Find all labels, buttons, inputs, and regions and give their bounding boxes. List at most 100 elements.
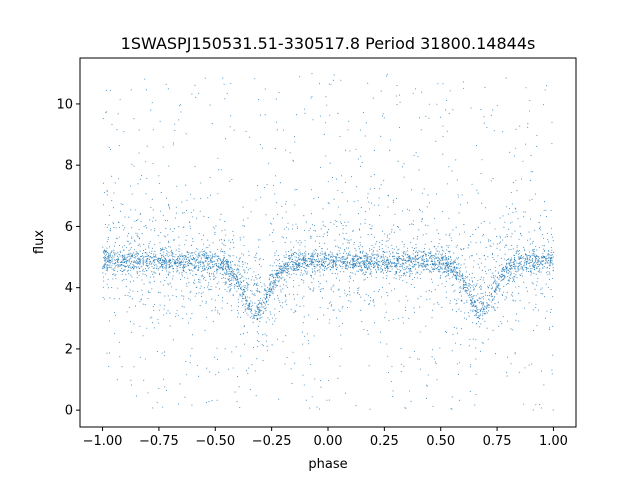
data-point: [274, 270, 276, 272]
data-point: [509, 151, 511, 153]
data-point: [412, 263, 414, 265]
data-point: [237, 305, 239, 307]
data-point: [534, 288, 536, 290]
data-point: [111, 259, 113, 261]
data-point: [107, 236, 110, 238]
data-point: [442, 259, 444, 261]
data-point: [253, 271, 255, 273]
data-point: [291, 253, 293, 255]
data-point: [496, 286, 498, 288]
data-point: [214, 309, 216, 311]
data-point: [279, 285, 281, 287]
data-point: [193, 198, 195, 200]
data-point: [108, 260, 110, 262]
data-point: [201, 271, 203, 273]
data-point: [152, 267, 154, 269]
data-point: [439, 238, 441, 240]
data-point: [455, 257, 457, 259]
data-point: [215, 263, 217, 265]
data-point: [311, 262, 313, 264]
data-point: [242, 289, 244, 291]
data-point: [518, 320, 520, 322]
data-point: [525, 143, 527, 145]
data-point: [382, 251, 384, 253]
data-point: [522, 267, 524, 269]
data-point: [143, 379, 145, 381]
data-point: [432, 268, 434, 270]
data-point: [188, 322, 190, 324]
data-point: [203, 265, 205, 267]
data-point: [427, 374, 429, 376]
data-point: [475, 295, 477, 297]
data-point: [200, 257, 202, 259]
data-point: [370, 263, 372, 266]
data-point: [288, 255, 290, 257]
data-point: [403, 252, 405, 255]
data-point: [145, 263, 147, 265]
data-point: [426, 385, 428, 387]
data-point: [439, 268, 441, 270]
data-point: [129, 255, 131, 257]
data-point: [329, 259, 331, 261]
data-point: [242, 261, 244, 263]
data-point: [451, 309, 454, 311]
data-point: [336, 260, 338, 262]
data-point: [524, 258, 526, 260]
data-point: [336, 269, 338, 271]
data-point: [479, 350, 482, 352]
data-point: [114, 314, 117, 316]
data-point: [538, 259, 540, 262]
data-point: [435, 248, 437, 250]
data-point: [349, 150, 351, 152]
data-point: [106, 190, 108, 192]
data-point: [488, 298, 490, 300]
data-point: [380, 255, 382, 257]
data-point: [214, 253, 216, 255]
data-point: [142, 270, 144, 272]
data-point: [330, 84, 332, 86]
data-point: [471, 301, 473, 304]
data-point: [438, 303, 440, 305]
data-point: [481, 296, 483, 298]
data-point: [354, 260, 356, 262]
data-point: [205, 301, 207, 303]
data-point: [325, 96, 327, 98]
data-point: [355, 250, 357, 252]
data-point: [273, 229, 275, 231]
data-points: [102, 73, 554, 411]
data-point: [402, 251, 404, 253]
data-point: [181, 261, 183, 263]
data-point: [228, 254, 230, 256]
data-point: [256, 287, 258, 289]
data-point: [274, 308, 276, 310]
data-point: [208, 260, 210, 262]
data-point: [332, 264, 334, 266]
data-point: [282, 271, 284, 273]
data-point: [415, 273, 417, 275]
data-point: [339, 135, 341, 138]
data-point: [401, 263, 403, 265]
data-point: [172, 253, 174, 255]
data-point: [366, 260, 369, 262]
data-point: [433, 258, 435, 260]
data-point: [471, 272, 473, 274]
data-point: [496, 105, 498, 107]
data-point: [242, 206, 244, 208]
data-point: [516, 245, 518, 247]
data-point: [432, 270, 434, 272]
data-point: [175, 258, 178, 261]
data-point: [191, 264, 193, 266]
data-point: [239, 239, 241, 241]
data-point: [302, 260, 304, 262]
data-point: [191, 404, 193, 406]
data-point: [348, 287, 351, 289]
data-point: [223, 257, 225, 259]
data-point: [410, 270, 412, 272]
data-point: [347, 129, 349, 131]
data-point: [469, 390, 471, 392]
data-point: [361, 258, 363, 260]
data-point: [538, 227, 541, 229]
data-point: [198, 281, 200, 283]
data-point: [341, 307, 343, 309]
data-point: [253, 316, 255, 318]
